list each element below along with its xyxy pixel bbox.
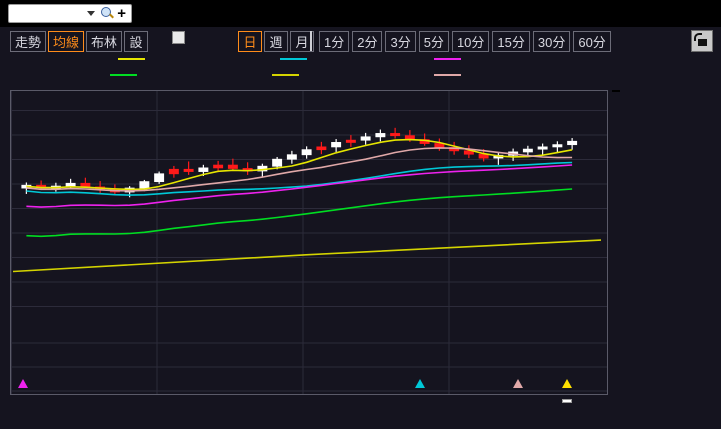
price-volume-plot [11,91,607,394]
candle-body [183,168,194,172]
marker-pink [513,379,523,388]
magnifier-icon[interactable] [101,7,115,20]
minute-button-30分[interactable]: 30分 [532,31,571,52]
minute-button-10分[interactable]: 10分 [451,31,490,52]
restore-group [172,31,195,44]
toolbar: 走勢 均線 布林設 日週月 1分 2分 3分 5分 10分 15分 30分 60分 [0,27,721,55]
candle-body [567,140,578,146]
marker-yellow [562,379,572,388]
marker-cyan [415,379,425,388]
candle-body [227,164,238,169]
candle-body [168,168,179,175]
ma-line-10 [26,147,573,192]
indicator-button-走勢[interactable]: 走勢 [10,31,47,52]
legend-item-5MA [118,58,155,60]
date-axis [0,396,721,429]
ma-line-5 [26,138,573,191]
candle-body [537,146,548,150]
period-button-日[interactable]: 日 [238,31,262,52]
legend-color-swatch [280,58,307,60]
candle-body [286,154,297,160]
ma-line-120 [26,188,573,238]
chart-canvas[interactable] [10,90,608,395]
minute-button-1分[interactable]: 1分 [319,31,350,52]
unlock-icon[interactable] [691,30,713,52]
minute-button-3分[interactable]: 3分 [385,31,416,52]
minute-button-5分[interactable]: 5分 [418,31,449,52]
legend-color-swatch [110,74,137,76]
candle-body [552,144,563,148]
restore-checkbox[interactable] [172,31,185,44]
indicator-button-布林[interactable]: 布林 [86,31,123,52]
candle-body [139,181,150,189]
price-axis [612,90,721,395]
candle-body [272,158,283,167]
minute-button-2分[interactable]: 2分 [352,31,383,52]
minute-button-15分[interactable]: 15分 [492,31,530,52]
period-button-group: 日週月 [238,31,314,52]
legend-item-240MA [272,74,309,76]
legend-color-swatch [272,74,299,76]
ma-line-60 [26,164,573,208]
candle-body [316,146,327,151]
indicator-button-設[interactable]: 設 [124,31,149,52]
period-button-週[interactable]: 週 [264,31,288,52]
minute-button-60分[interactable]: 60分 [573,31,611,52]
marker-magenta [18,379,28,388]
candle-body [301,149,312,156]
legend-item-120MA [110,74,147,76]
ma-line-20 [26,161,573,196]
last-price-badge [612,90,620,92]
ma-legend [0,57,608,89]
legend-color-swatch [434,74,461,76]
candle-body [198,167,209,172]
top-bar: + [0,0,721,27]
indicator-button-group: 走勢 均線 布林設 [10,31,149,52]
symbol-search-box[interactable]: + [8,4,132,23]
legend-item-10MA [434,74,471,76]
period-button-月[interactable]: 月 [290,31,314,52]
legend-color-swatch [118,58,145,60]
indicator-button-均線[interactable]: 均線 [48,31,85,52]
candle-body [522,148,533,153]
legend-item-60MA [434,58,471,60]
candle-body [375,133,386,138]
candle-body [345,139,356,143]
candle-body [65,182,76,187]
candle-body [360,136,371,141]
ma-line-240 [12,239,602,273]
candle-body [154,173,165,183]
legend-item-20MA [280,58,317,60]
candle-body [213,164,224,169]
legend-color-swatch [434,58,461,60]
cursor-date-tooltip [562,399,572,403]
minute-button-group: 1分 2分 3分 5分 10分 15分 30分 60分 [306,31,611,52]
chevron-down-icon[interactable] [87,11,96,16]
candle-body [390,133,401,137]
toolbar-separator [310,31,312,51]
candle-body [434,143,445,148]
candle-body [463,150,474,155]
plus-icon[interactable]: + [117,5,126,22]
candle-body [331,142,342,148]
